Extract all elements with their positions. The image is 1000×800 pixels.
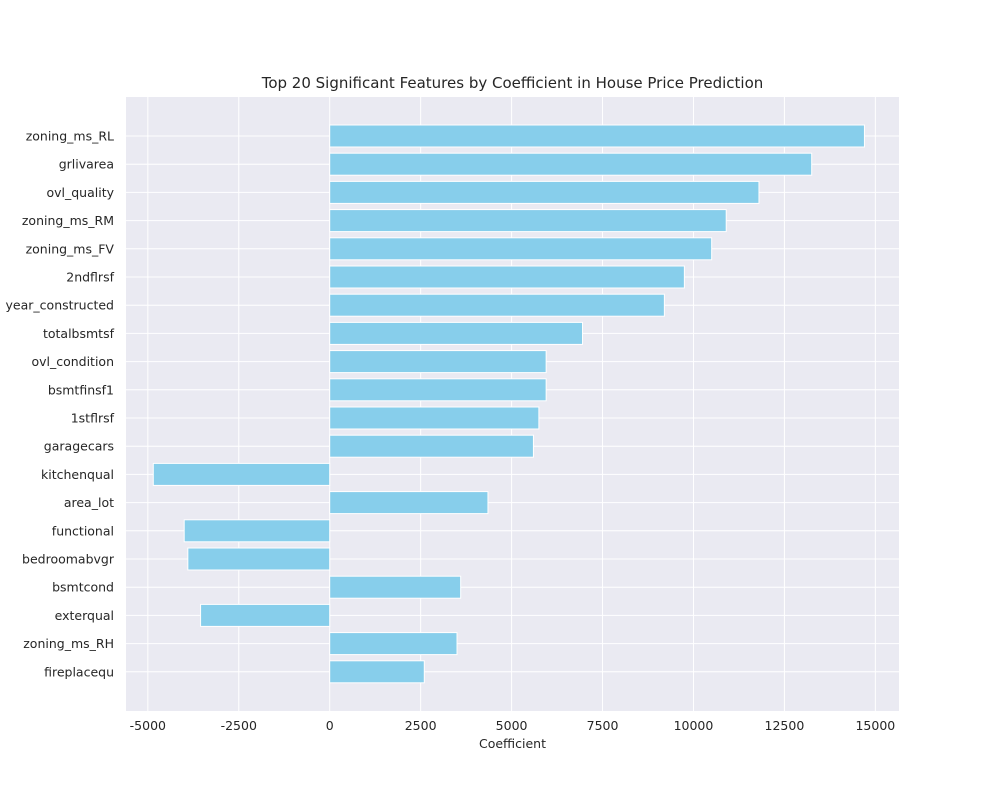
bar-year_constructed	[329, 293, 665, 317]
bar-ovl_quality	[329, 180, 760, 204]
x-tick-labels: -5000 -2500 0 2500 5000 7500 10000 12500 15000	[130, 718, 896, 733]
bar-2ndflrsf	[329, 265, 685, 289]
y-tick-label: bsmtfinsf1	[48, 382, 114, 397]
x-tick-label: 10000	[674, 718, 714, 733]
bar-area_lot	[329, 491, 489, 515]
y-tick-label: ovl_quality	[46, 185, 114, 200]
bar-zoning_ms_RH	[329, 632, 458, 656]
bar-totalbsmtsf	[329, 321, 584, 345]
y-tick-label: totalbsmtsf	[43, 326, 115, 341]
chart-title: Top 20 Significant Features by Coefficie…	[261, 74, 764, 92]
y-tick-label: zoning_ms_RH	[23, 636, 114, 651]
bar-zoning_ms_RL	[329, 124, 865, 148]
bar-functional	[183, 519, 331, 543]
x-tick-label: 2500	[405, 718, 437, 733]
y-tick-label: year_constructed	[6, 298, 114, 313]
y-tick-label: kitchenqual	[41, 467, 114, 482]
y-tick-label: zoning_ms_FV	[26, 241, 115, 256]
x-tick-label: 15000	[855, 718, 895, 733]
bar-fireplacequ	[329, 660, 425, 684]
x-tick-label: 0	[326, 718, 334, 733]
bar-grlivarea	[329, 152, 813, 176]
bar-ovl_condition	[329, 350, 547, 374]
x-tick-label: 5000	[496, 718, 528, 733]
y-tick-label: zoning_ms_RL	[26, 129, 114, 144]
y-tick-label: fireplacequ	[44, 664, 114, 679]
y-tick-label: bsmtcond	[52, 580, 114, 595]
bar-bsmtcond	[329, 575, 462, 599]
bar-bedroomabvgr	[187, 547, 331, 571]
y-tick-label: 2ndflrsf	[66, 270, 114, 285]
y-tick-label: functional	[52, 523, 114, 538]
bar-zoning_ms_RM	[329, 209, 727, 233]
x-tick-label: 12500	[765, 718, 805, 733]
y-tick-label: ovl_condition	[31, 354, 114, 369]
bar-kitchenqual	[152, 462, 331, 486]
bar-bsmtfinsf1	[329, 378, 547, 402]
x-tick-label: -2500	[221, 718, 257, 733]
x-axis-label: Coefficient	[479, 736, 546, 751]
bar-garagecars	[329, 434, 534, 458]
bars	[152, 124, 865, 684]
bar-1stflrsf	[329, 406, 540, 430]
x-tick-label: 7500	[587, 718, 619, 733]
y-tick-label: zoning_ms_RM	[22, 213, 114, 228]
y-tick-label: exterqual	[55, 608, 114, 623]
y-tick-label: grlivarea	[59, 157, 114, 172]
bar-exterqual	[200, 603, 331, 627]
y-tick-label: 1stflrsf	[71, 411, 115, 426]
y-tick-label: garagecars	[44, 439, 114, 454]
y-tick-label: bedroomabvgr	[22, 552, 115, 567]
x-tick-label: -5000	[130, 718, 166, 733]
y-tick-label: area_lot	[64, 495, 114, 510]
bar-zoning_ms_FV	[329, 237, 713, 261]
y-tick-labels: zoning_ms_RL grlivarea ovl_quality zoning_m…	[6, 129, 115, 680]
